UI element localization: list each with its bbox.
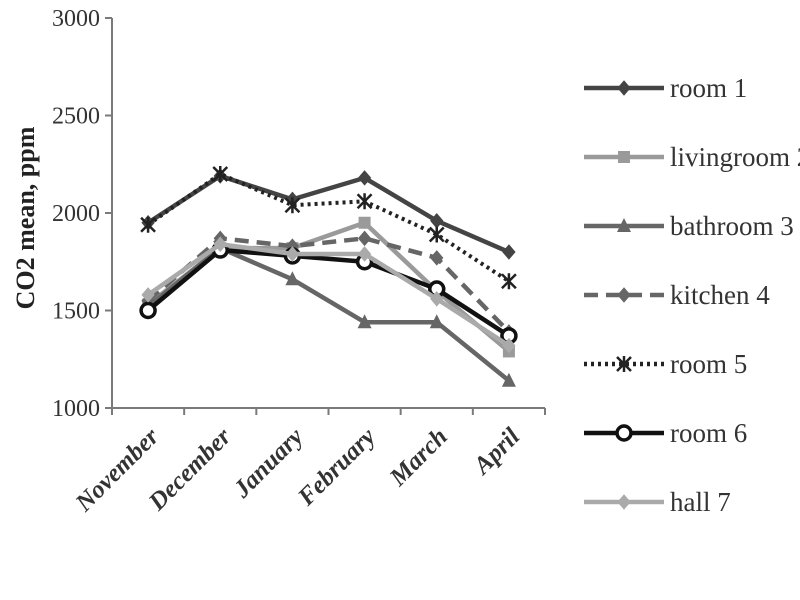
- y-tick-label: 2000: [52, 201, 100, 227]
- y-tick-label: 1500: [52, 299, 100, 325]
- x-tick-label: April: [467, 423, 525, 481]
- legend-label: hall 7: [670, 487, 731, 517]
- data-point: [139, 301, 157, 320]
- data-point: [501, 372, 516, 387]
- series-lines: [139, 166, 518, 387]
- legend-label: bathroom 3: [670, 211, 794, 241]
- series-1: [142, 216, 515, 358]
- data-point: [284, 197, 301, 214]
- y-tick-label: 1000: [52, 396, 100, 422]
- data-point: [502, 244, 516, 260]
- data-point: [285, 271, 300, 286]
- series-6: [141, 236, 516, 354]
- series-line: [146, 241, 511, 348]
- legend-marker: [617, 218, 631, 232]
- x-tick-label: March: [384, 423, 453, 492]
- y-tick-labels: 3000 2500 2000 1500 1000: [52, 6, 100, 422]
- data-point: [356, 193, 373, 210]
- legend-marker: [618, 151, 630, 163]
- y-tick-label: 3000: [52, 6, 100, 32]
- data-point: [357, 246, 372, 262]
- data-point: [212, 166, 229, 182]
- y-axis-label-group: CO2 mean, ppm: [11, 126, 40, 309]
- legend-label: room 6: [670, 418, 747, 448]
- data-point: [429, 314, 444, 329]
- legend-entry: kitchen 4: [584, 280, 770, 310]
- data-point: [357, 314, 372, 329]
- legend-entry: bathroom 3: [584, 211, 794, 241]
- legend-marker: [617, 80, 631, 96]
- legend-entry: room 5: [584, 349, 747, 379]
- data-point: [502, 337, 516, 354]
- data-point: [141, 287, 155, 303]
- data-point: [358, 216, 371, 229]
- data-point: [430, 250, 444, 266]
- data-point: [357, 170, 372, 186]
- data-point: [140, 216, 156, 233]
- legend-entry: hall 7: [584, 487, 731, 517]
- legend-marker: [615, 424, 633, 442]
- axes: [105, 17, 546, 415]
- data-point: [428, 226, 445, 243]
- series-line: [146, 236, 511, 334]
- legend-entry: livingroom 2: [584, 142, 800, 172]
- legend-entry: room 6: [584, 418, 747, 448]
- legend-label: room 5: [670, 349, 747, 379]
- legend-label: livingroom 2: [670, 142, 800, 172]
- x-tick-label: February: [292, 423, 381, 512]
- data-point: [213, 236, 227, 252]
- legend-marker: [616, 356, 632, 372]
- legend-marker: [617, 287, 631, 303]
- series-4: [140, 166, 517, 290]
- data-point: [501, 273, 517, 290]
- legend: room 1 livingroom 2 bathroom 3 kitchen 4 roo…: [584, 73, 800, 517]
- legend-entry: room 1: [584, 73, 747, 103]
- series-0: [141, 168, 516, 260]
- legend-label: kitchen 4: [670, 280, 770, 310]
- y-axis-label: CO2 mean, ppm: [11, 126, 40, 309]
- series-line: [146, 247, 511, 338]
- data-point: [430, 291, 444, 307]
- y-tick-label: 2500: [52, 104, 100, 130]
- data-point: [285, 246, 300, 262]
- legend-marker: [617, 494, 631, 510]
- legend-label: room 1: [670, 73, 747, 103]
- data-point: [357, 230, 372, 247]
